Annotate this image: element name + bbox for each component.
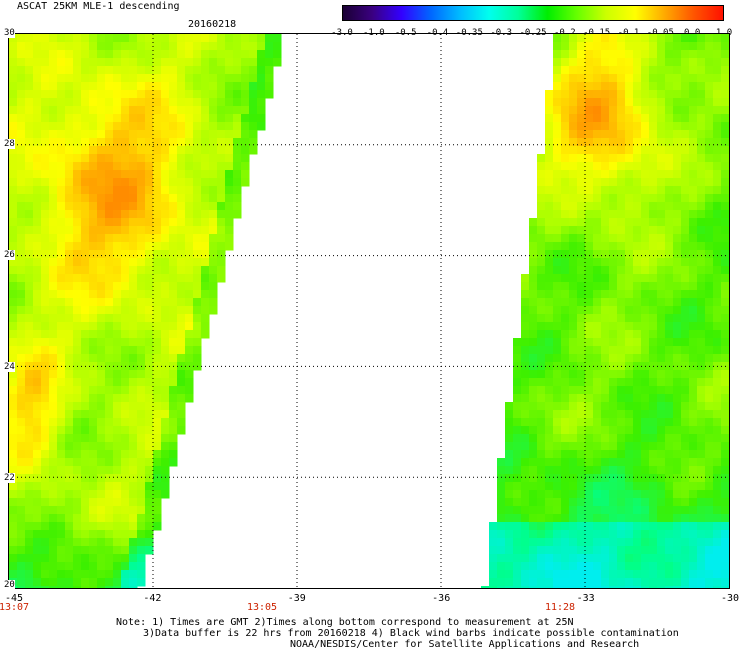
swath-cells (9, 34, 729, 588)
colorbar (342, 5, 724, 21)
time-label-2: 13:05 (246, 602, 278, 613)
lat-tick-label: 26 (4, 250, 15, 261)
lat-tick-label: 30 (4, 28, 15, 38)
map-title: ASCAT 25KM MLE-1 descending (17, 1, 180, 12)
lon-tick-label: -42 (143, 593, 162, 604)
note-line-2: 3)Data buffer is 22 hrs from 20160218 4)… (143, 628, 679, 639)
note-line-3: NOAA/NESDIS/Center for Satellite Applica… (290, 639, 640, 650)
graticule (9, 34, 729, 588)
lat-tick-label: 28 (4, 139, 15, 150)
lon-tick-label: -33 (576, 593, 595, 604)
lon-tick-label: -36 (432, 593, 451, 604)
lat-tick-label: 24 (4, 361, 15, 372)
map-panel (8, 33, 730, 589)
lat-tick-label: 20 (4, 580, 15, 590)
map-date: 20160218 (188, 19, 237, 30)
note-line-1: Note: 1) Times are GMT 2)Times along bot… (116, 617, 574, 628)
map-svg (9, 34, 729, 588)
lon-tick-label: -39 (287, 593, 306, 604)
lat-tick-label: 22 (4, 472, 15, 483)
lon-tick-label: -30 (720, 593, 740, 604)
time-label-3: 11:28 (544, 602, 576, 613)
time-label-1: 13:07 (0, 602, 30, 613)
lon-tick-label: -45 (4, 593, 24, 604)
